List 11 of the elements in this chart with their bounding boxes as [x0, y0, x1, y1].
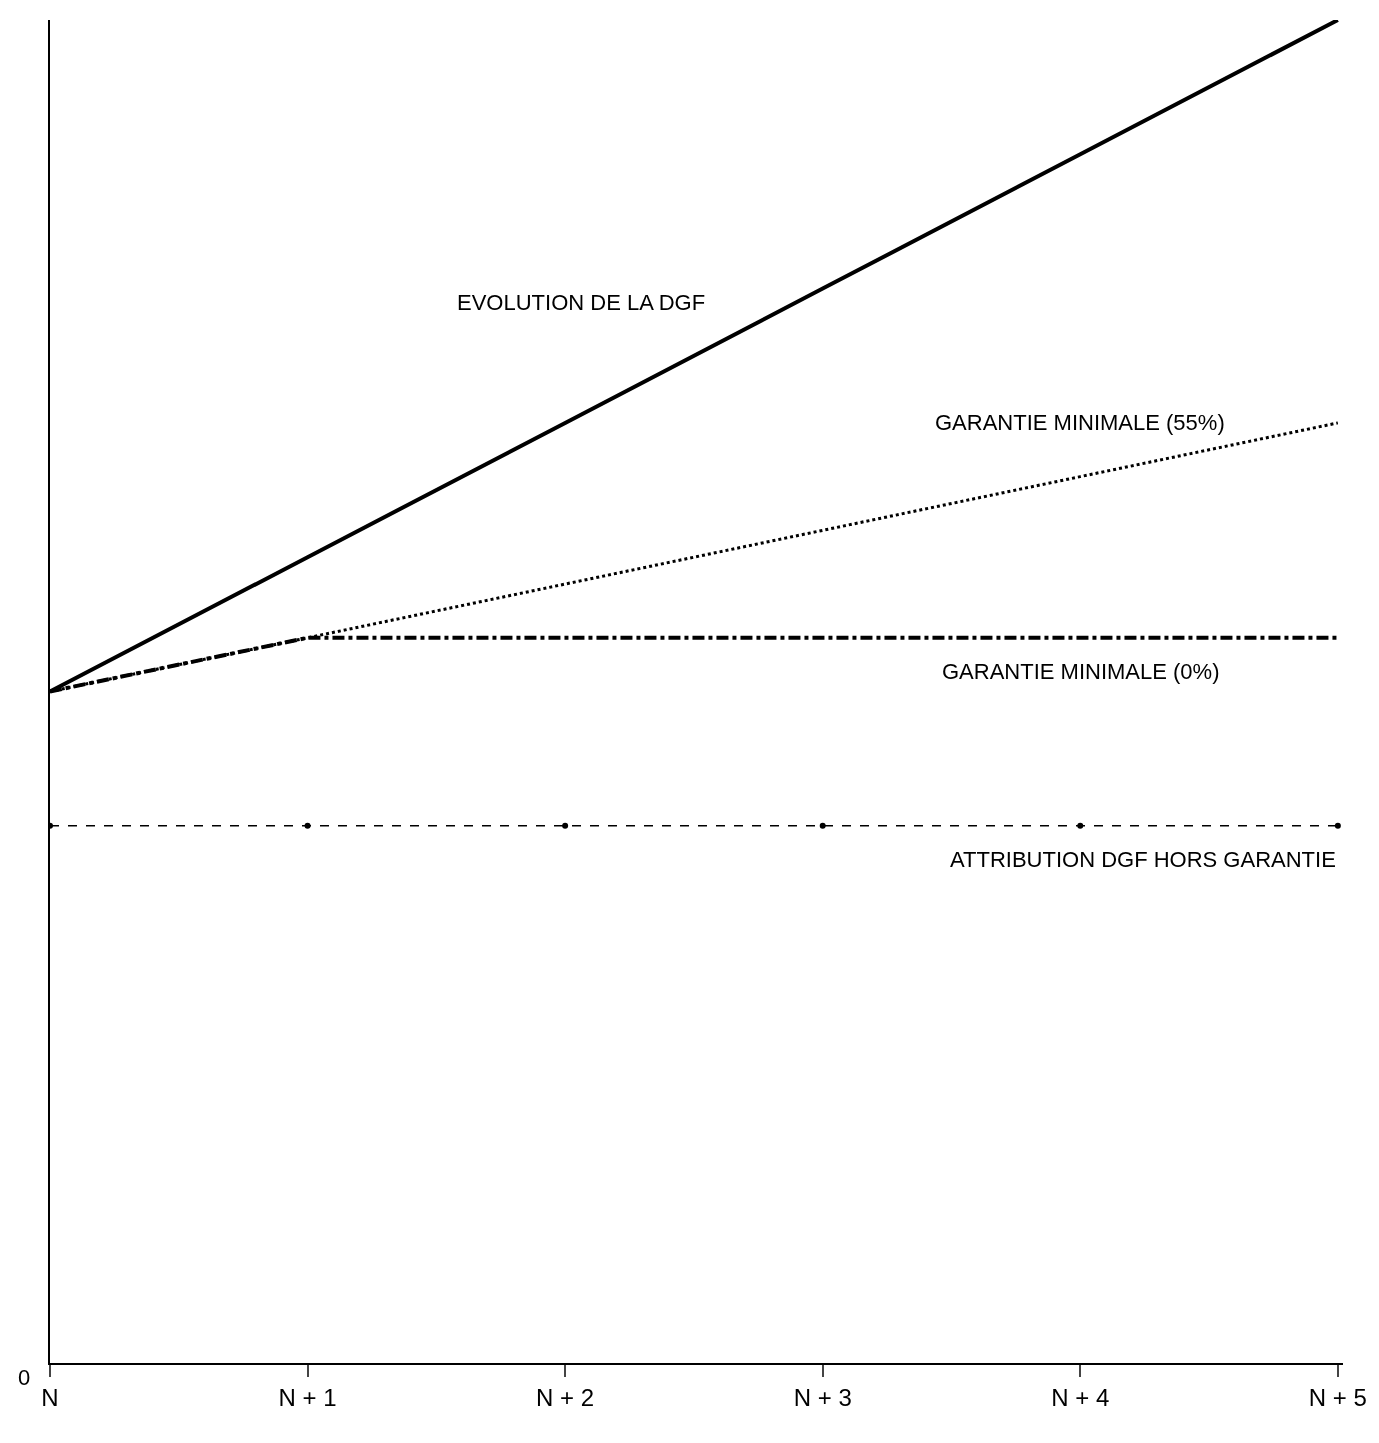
series-label: EVOLUTION DE LA DGF: [457, 290, 706, 315]
series-label: ATTRIBUTION DGF HORS GARANTIE: [950, 847, 1336, 872]
x-tick-label: N + 1: [278, 1383, 337, 1411]
series-label: GARANTIE MINIMALE (0%): [942, 659, 1220, 684]
x-tick-label: N + 5: [1308, 1383, 1367, 1411]
x-tick-label: N + 2: [536, 1383, 595, 1411]
series-label: GARANTIE MINIMALE (55%): [935, 410, 1225, 435]
text: 0: [18, 1365, 31, 1390]
x-tick-label: N + 4: [1051, 1383, 1110, 1411]
x-tick-label: N + 3: [793, 1383, 852, 1411]
x-tick-label: N: [41, 1383, 59, 1411]
